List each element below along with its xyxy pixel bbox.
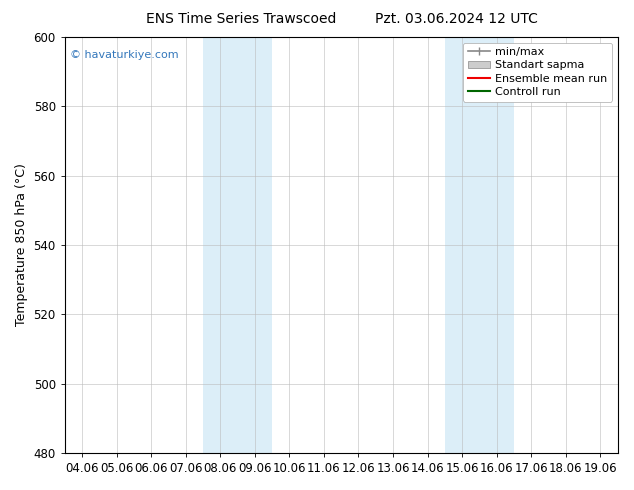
- Bar: [238, 37, 272, 453]
- Bar: [203, 37, 238, 453]
- Legend: min/max, Standart sapma, Ensemble mean run, Controll run: min/max, Standart sapma, Ensemble mean r…: [463, 43, 612, 101]
- Text: © havaturkiye.com: © havaturkiye.com: [70, 49, 179, 60]
- Text: Pzt. 03.06.2024 12 UTC: Pzt. 03.06.2024 12 UTC: [375, 12, 538, 26]
- Bar: [479, 37, 514, 453]
- Bar: [445, 37, 479, 453]
- Text: ENS Time Series Trawscoed: ENS Time Series Trawscoed: [146, 12, 336, 26]
- Y-axis label: Temperature 850 hPa (°C): Temperature 850 hPa (°C): [15, 164, 28, 326]
